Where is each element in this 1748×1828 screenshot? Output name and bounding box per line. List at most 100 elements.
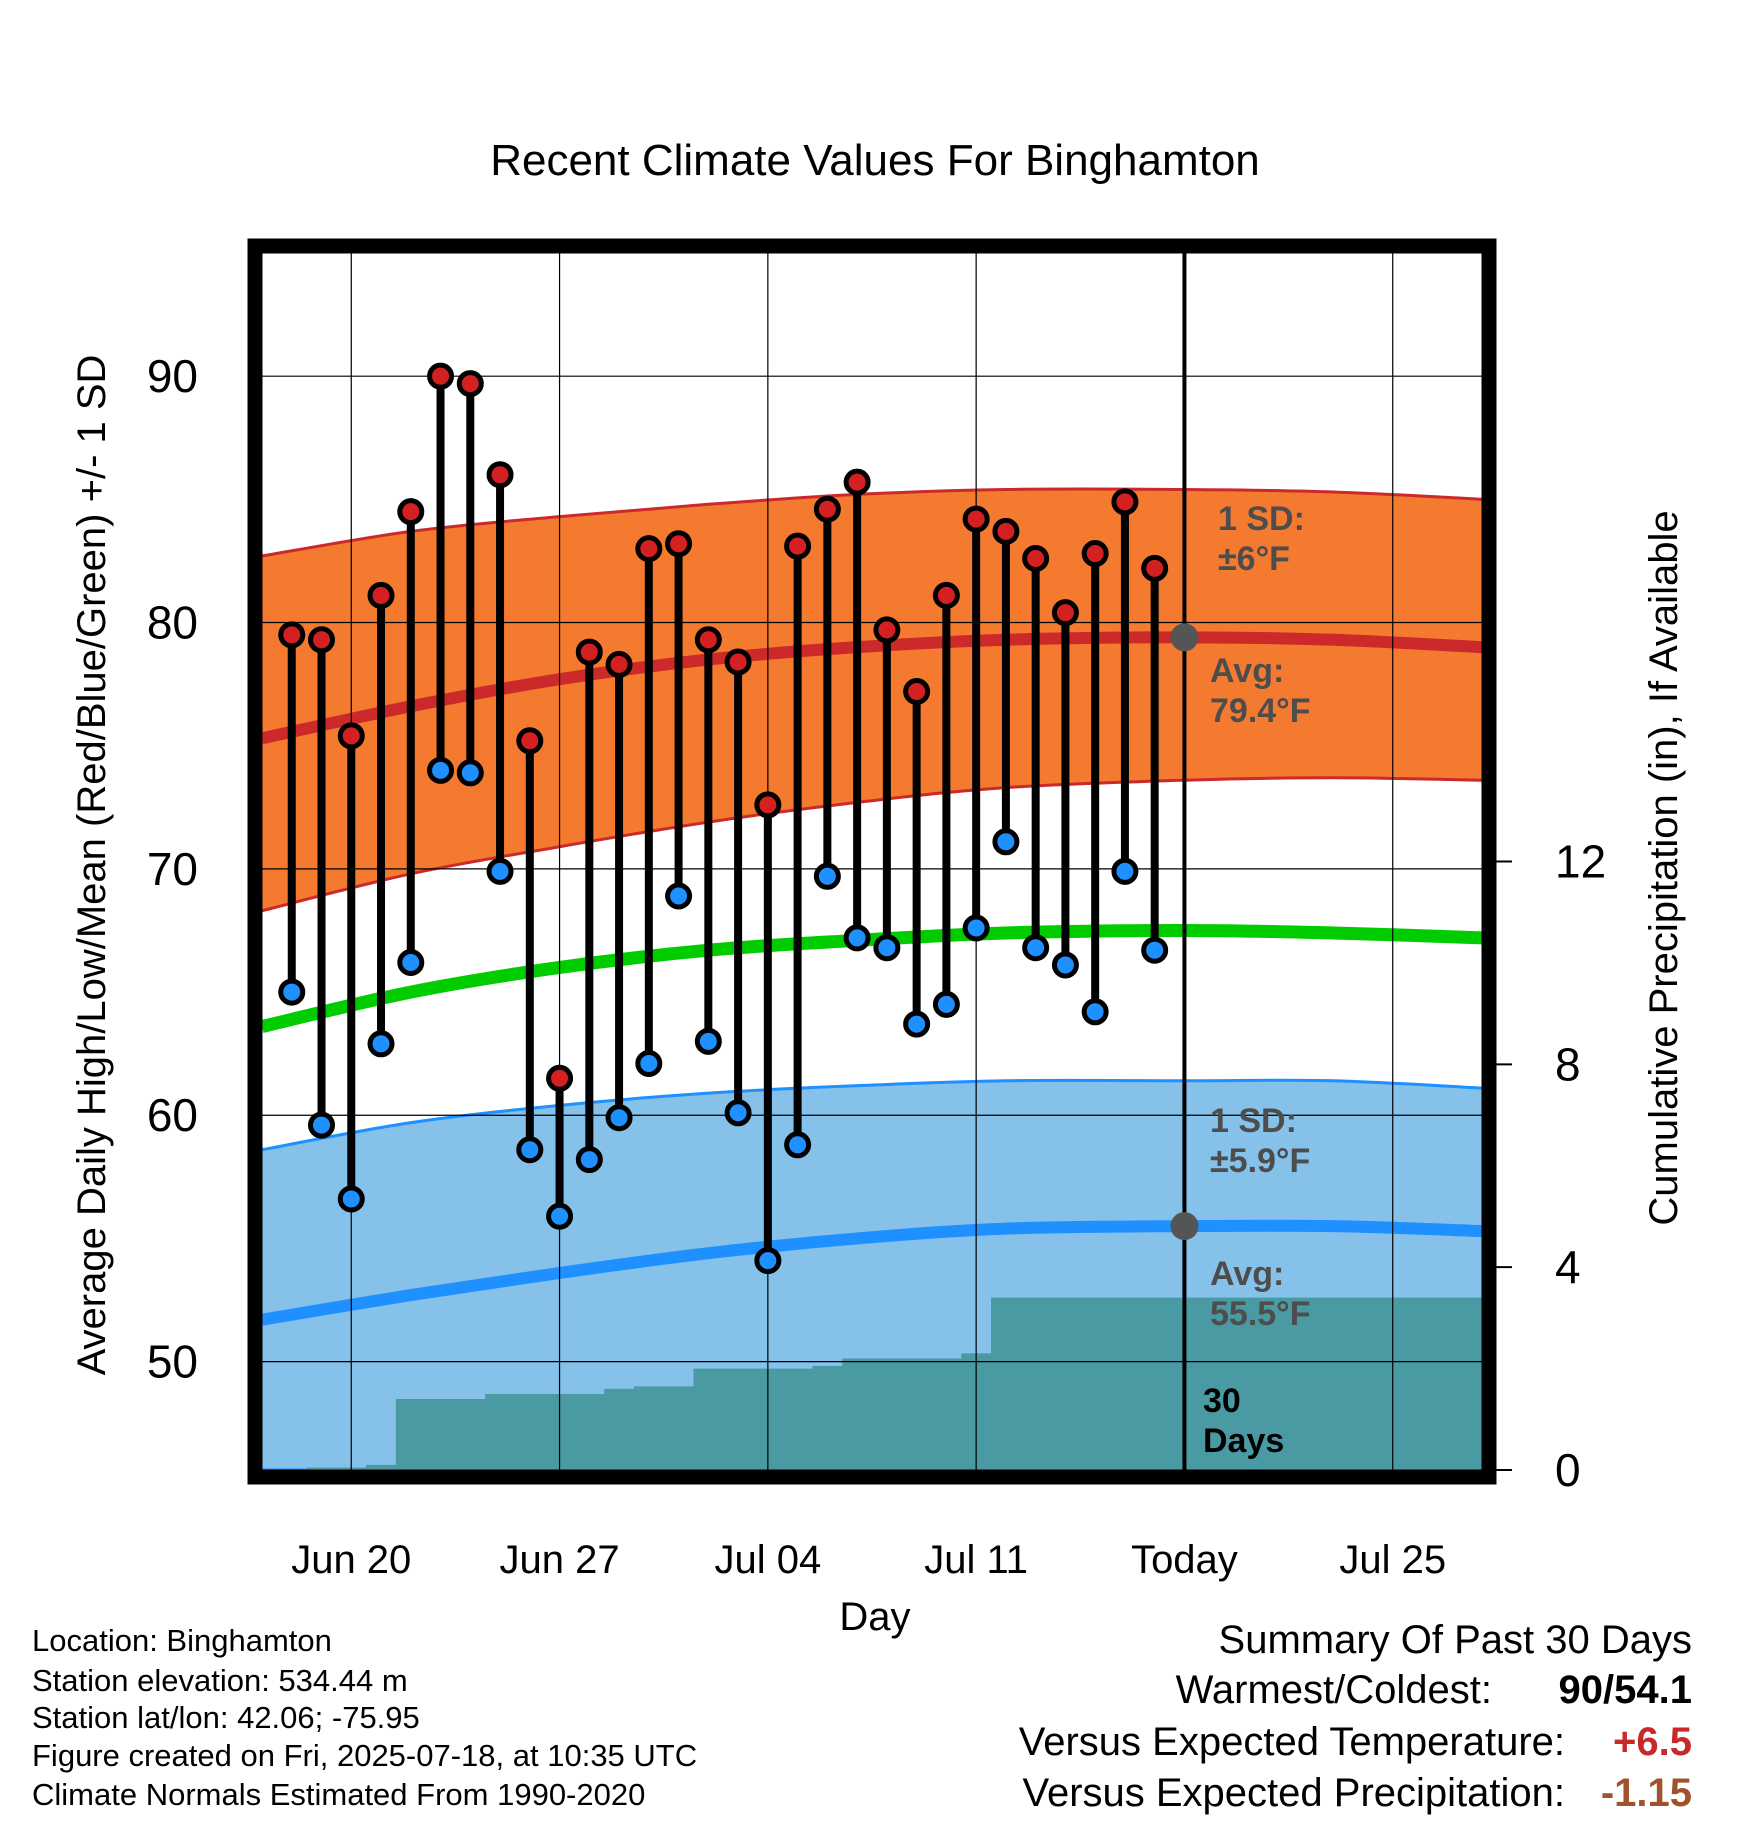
x-tick-label: Jul 25: [1339, 1538, 1446, 1582]
daily-low-point: [962, 914, 990, 942]
low-sd-band-upper-edge: [261, 1078, 1483, 1152]
daily-high-point: [843, 468, 871, 496]
daily-low-point: [932, 990, 960, 1018]
daily-low-point: [456, 759, 484, 787]
daily-high-point: [1081, 540, 1109, 568]
daily-high-point: [367, 581, 395, 609]
daily-high-point: [962, 505, 990, 533]
x-tick-label: Jul 11: [924, 1538, 1028, 1582]
y-tick-label: 50: [147, 1336, 198, 1388]
daily-high-point: [784, 532, 812, 560]
daily-high-point: [456, 370, 484, 398]
info-created: Figure created on Fri, 2025-07-18, at 10…: [32, 1738, 698, 1773]
daily-high-point: [665, 530, 693, 558]
y-tick-label: 60: [147, 1089, 198, 1141]
daily-low-point: [367, 1030, 395, 1058]
daily-low-point: [575, 1146, 603, 1174]
x-tick-label: Jun 27: [500, 1538, 620, 1582]
daily-high-point: [605, 650, 633, 678]
y-tick-label: 70: [147, 843, 198, 895]
low-sd-annotation: 1 SD: ±5.9°F: [1210, 1102, 1310, 1180]
daily-low-point: [754, 1247, 782, 1275]
x-tick-label: Jun 20: [291, 1538, 411, 1582]
daily-high-point: [397, 498, 425, 526]
x-tick-label: Today: [1131, 1538, 1238, 1582]
chart-title: Recent Climate Values For Binghamton: [490, 136, 1260, 185]
daily-high-point: [278, 621, 306, 649]
window-annotation: 30 Days: [1203, 1382, 1284, 1460]
daily-high-point: [427, 362, 455, 390]
daily-high-point: [813, 495, 841, 523]
summary-temp-label: Versus Expected Temperature:: [1018, 1720, 1565, 1764]
y-tick-label: 90: [147, 350, 198, 402]
y2-tick-label: 12: [1555, 836, 1606, 888]
daily-low-point: [784, 1131, 812, 1159]
daily-low-point: [694, 1027, 722, 1055]
daily-low-point: [635, 1050, 663, 1078]
daily-high-point: [635, 535, 663, 563]
y-axis-label: Average Daily High/Low/Mean (Red/Blue/Gr…: [70, 355, 114, 1376]
daily-high-point: [932, 581, 960, 609]
daily-low-point: [1081, 998, 1109, 1026]
info-latlon: Station lat/lon: 42.06; -75.95: [32, 1700, 420, 1735]
daily-low-point: [427, 756, 455, 784]
daily-low-point: [992, 828, 1020, 856]
precip-area: [262, 1297, 1482, 1470]
daily-high-point: [308, 626, 336, 654]
summary-temp-value: +6.5: [1613, 1720, 1692, 1764]
daily-high-point: [486, 461, 514, 489]
daily-low-point: [843, 924, 871, 952]
daily-low-point: [397, 949, 425, 977]
daily-high-point: [1022, 544, 1050, 572]
high-sd-band: [262, 489, 1482, 911]
daily-low-point: [308, 1111, 336, 1139]
daily-low-point: [665, 882, 693, 910]
y2-tick-label: 8: [1555, 1038, 1581, 1090]
daily-low-point: [278, 978, 306, 1006]
daily-high-point: [575, 638, 603, 666]
daily-high-point: [337, 722, 365, 750]
daily-high-point: [903, 678, 931, 706]
daily-high-point: [724, 648, 752, 676]
daily-low-point: [724, 1099, 752, 1127]
daily-low-point: [1022, 934, 1050, 962]
daily-low-point: [1141, 936, 1169, 964]
daily-high-point: [1051, 599, 1079, 627]
daily-high-point: [546, 1064, 574, 1092]
daily-low-point: [516, 1136, 544, 1164]
low-avg-annotation: Avg: 55.5°F: [1210, 1255, 1311, 1333]
summary-precip-value: -1.15: [1600, 1771, 1692, 1815]
y2-axis-label: Cumulative Precipitation (in), If Availa…: [1642, 510, 1686, 1225]
daily-high-point: [694, 626, 722, 654]
daily-low-point: [486, 857, 514, 885]
daily-low-point: [546, 1202, 574, 1230]
daily-high-point: [754, 791, 782, 819]
x-axis-label: Day: [839, 1595, 910, 1639]
daily-high-point: [992, 517, 1020, 545]
daily-low-point: [903, 1010, 931, 1038]
y-tick-label: 80: [147, 597, 198, 649]
daily-low-point: [337, 1185, 365, 1213]
summary-warmest-label: Warmest/Coldest:: [1175, 1668, 1492, 1712]
daily-low-point: [605, 1104, 633, 1132]
y2-tick-label: 0: [1555, 1444, 1581, 1496]
today-low-normal-marker: [1170, 1212, 1199, 1241]
daily-high-point: [1111, 488, 1139, 516]
today-high-normal-marker: [1170, 623, 1199, 652]
info-elevation: Station elevation: 534.44 m: [32, 1663, 408, 1698]
daily-low-point: [813, 862, 841, 890]
info-normals: Climate Normals Estimated From 1990-2020: [32, 1777, 646, 1812]
normal-low-line: [261, 1219, 1483, 1326]
high-avg-annotation: Avg: 79.4°F: [1210, 652, 1311, 730]
daily-high-point: [1141, 554, 1169, 582]
summary-warmest-value: 90/54.1: [1558, 1668, 1692, 1712]
daily-low-point: [1111, 857, 1139, 885]
high-sd-annotation: 1 SD: ±6°F: [1218, 500, 1305, 578]
summary-precip-label: Versus Expected Precipitation:: [1022, 1771, 1565, 1815]
info-location: Location: Binghamton: [32, 1623, 332, 1658]
daily-high-point: [873, 616, 901, 644]
daily-high-point: [516, 727, 544, 755]
x-tick-label: Jul 04: [714, 1538, 821, 1582]
normal-mean-line: [260, 923, 1483, 1033]
